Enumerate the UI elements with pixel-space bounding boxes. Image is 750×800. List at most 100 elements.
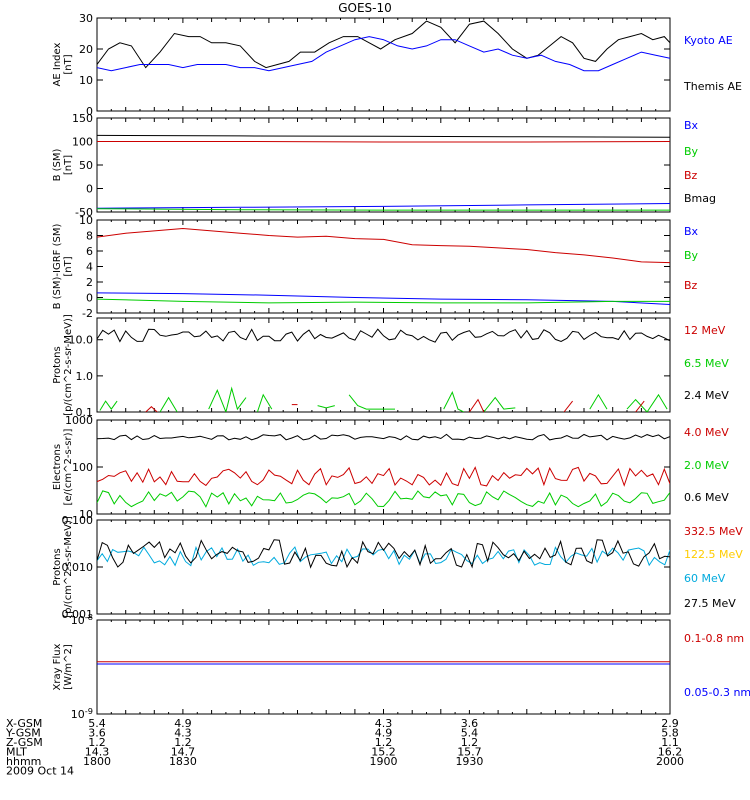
- legend-label: 2.0 MeV: [684, 459, 729, 472]
- legend-label: 0.05-0.3 nm: [684, 686, 750, 699]
- y-axis-label: [p/(cm^2-s-sr-MeV)]: [63, 314, 74, 416]
- y-axis-label: B (SM): [52, 148, 63, 181]
- y-tick-label: 100: [72, 461, 93, 474]
- legend-label: Bz: [684, 279, 698, 292]
- y-tick-label: 0.001: [62, 608, 94, 621]
- series-line: [483, 396, 516, 412]
- x-row-value: 4.3: [174, 727, 192, 740]
- series-line: [317, 405, 335, 409]
- series-line: [97, 134, 670, 138]
- date-label: 2009 Oct 14: [6, 765, 74, 778]
- panel-frame: [96, 117, 671, 213]
- x-row-label: MLT: [6, 746, 27, 759]
- y-tick-label: 0.010: [62, 561, 94, 574]
- series-line: [443, 391, 464, 412]
- panel-frame: [96, 519, 671, 615]
- x-row-value: 16.2: [658, 746, 683, 759]
- x-row-value: 3.6: [88, 727, 106, 740]
- x-row-value: 14.7: [171, 746, 196, 759]
- series-line: [97, 328, 670, 343]
- y-tick-label: 1000: [65, 414, 93, 427]
- legend-label: By: [684, 249, 699, 262]
- y-tick-label: -2: [82, 307, 93, 320]
- y-axis-label: [nT]: [63, 54, 74, 74]
- y-tick-label: 10.0: [69, 334, 94, 347]
- y-axis-label: Protons: [52, 548, 63, 585]
- series-line: [563, 400, 573, 412]
- legend-label: Bx: [684, 119, 699, 132]
- series-line: [208, 386, 247, 412]
- x-row-value: 1900: [370, 755, 398, 768]
- legend-label: Bmag: [684, 192, 716, 205]
- y-axis-label: Xray Flux: [52, 643, 63, 690]
- x-row-label: hhmm: [6, 755, 41, 768]
- legend-label: 122.5 MeV: [684, 548, 743, 561]
- series-group: [97, 328, 670, 412]
- series-group: [97, 227, 670, 305]
- panel-3: -2 0 2 4 6 8 10 B (SM)-IGRF (SM) [nT] Bx By Bz: [52, 214, 699, 320]
- x-row-value: 1.2: [88, 736, 106, 749]
- y-tick-label: 8: [86, 230, 93, 243]
- legend-label: Themis AE: [683, 80, 742, 93]
- series-line: [97, 208, 670, 211]
- x-row-value: 1.2: [375, 736, 393, 749]
- legend-label: By: [684, 145, 699, 158]
- x-row-label: Z-GSM: [6, 736, 43, 749]
- y-tick-label: 20: [79, 43, 93, 56]
- x-row-value: 5.8: [661, 727, 679, 740]
- y-tick-label: 0: [86, 292, 93, 305]
- y-axis-label: B (SM)-IGRF (SM): [52, 224, 63, 310]
- y-axis-label: AE Index: [52, 42, 63, 86]
- series-line: [97, 539, 670, 569]
- panel-2: -50 0 50 100 150 B (SM) [nT] Bx By Bz Bmag: [52, 112, 716, 219]
- y-axis-label: [nT]: [63, 155, 74, 175]
- panel-4: 0.1 1.0 10.0 Protons [p/(cm^2-s-sr-MeV)] 12 M…: [52, 314, 729, 419]
- y-axis-label: Electrons: [52, 444, 63, 490]
- legend-label: 60 MeV: [684, 572, 726, 585]
- x-row-value: 5.4: [461, 727, 479, 740]
- x-row-value: 14.3: [85, 746, 110, 759]
- y-tick-label: 1.0: [76, 370, 94, 383]
- series-line: [97, 227, 670, 264]
- y-axis-label: [p/(cm^2-s-sr-MeV)]: [63, 516, 74, 618]
- x-axis-annotation: X-GSM 5.4 4.9 4.3 3.6 2.9Y-GSM 3.6 4.3 4.9 5.4 5.8…: [5, 717, 684, 778]
- legend-label: Kyoto AE: [684, 34, 733, 47]
- legend-label: 6.5 MeV: [684, 357, 729, 370]
- series-line: [97, 203, 670, 209]
- y-tick-label: 150: [72, 112, 93, 125]
- x-row-value: 1830: [169, 755, 197, 768]
- series-line: [256, 393, 273, 412]
- y-tick-label: 10: [79, 74, 93, 87]
- x-row-value: 1800: [83, 755, 111, 768]
- series-line: [626, 393, 668, 412]
- legend-label: 332.5 MeV: [684, 525, 743, 538]
- x-row-value: 4.9: [174, 717, 192, 730]
- y-tick-label: -50: [75, 206, 93, 219]
- legend-label: 0.6 MeV: [684, 491, 729, 504]
- legend-label: Bz: [684, 169, 698, 182]
- y-tick-label: 10: [79, 508, 93, 521]
- y-axis-label: [nT]: [63, 256, 74, 276]
- x-row-label: Y-GSM: [5, 727, 41, 740]
- x-row-value: 2.9: [661, 717, 679, 730]
- panel-5: 10 100 1000 Electrons [e/(cm^2-s-sr)] 4.0 MeV…: [52, 414, 729, 521]
- legend-label: 2.4 MeV: [684, 389, 729, 402]
- panel-frame: [96, 17, 671, 112]
- series-line: [97, 466, 670, 487]
- series-line: [97, 490, 670, 508]
- y-tick-label: 6: [86, 245, 93, 258]
- y-tick-label: 4: [86, 261, 93, 274]
- plot-title: GOES-10: [338, 1, 392, 15]
- x-row-value: 15.7: [457, 746, 482, 759]
- y-axis-label: Protons: [52, 346, 63, 383]
- series-line: [468, 398, 485, 412]
- series-group: [97, 539, 670, 569]
- y-tick-label: 30: [79, 12, 93, 25]
- legend-label: 4.0 MeV: [684, 426, 729, 439]
- panel-frame: [96, 619, 671, 715]
- y-tick-label: 10: [79, 214, 93, 227]
- x-row-label: X-GSM: [6, 717, 42, 730]
